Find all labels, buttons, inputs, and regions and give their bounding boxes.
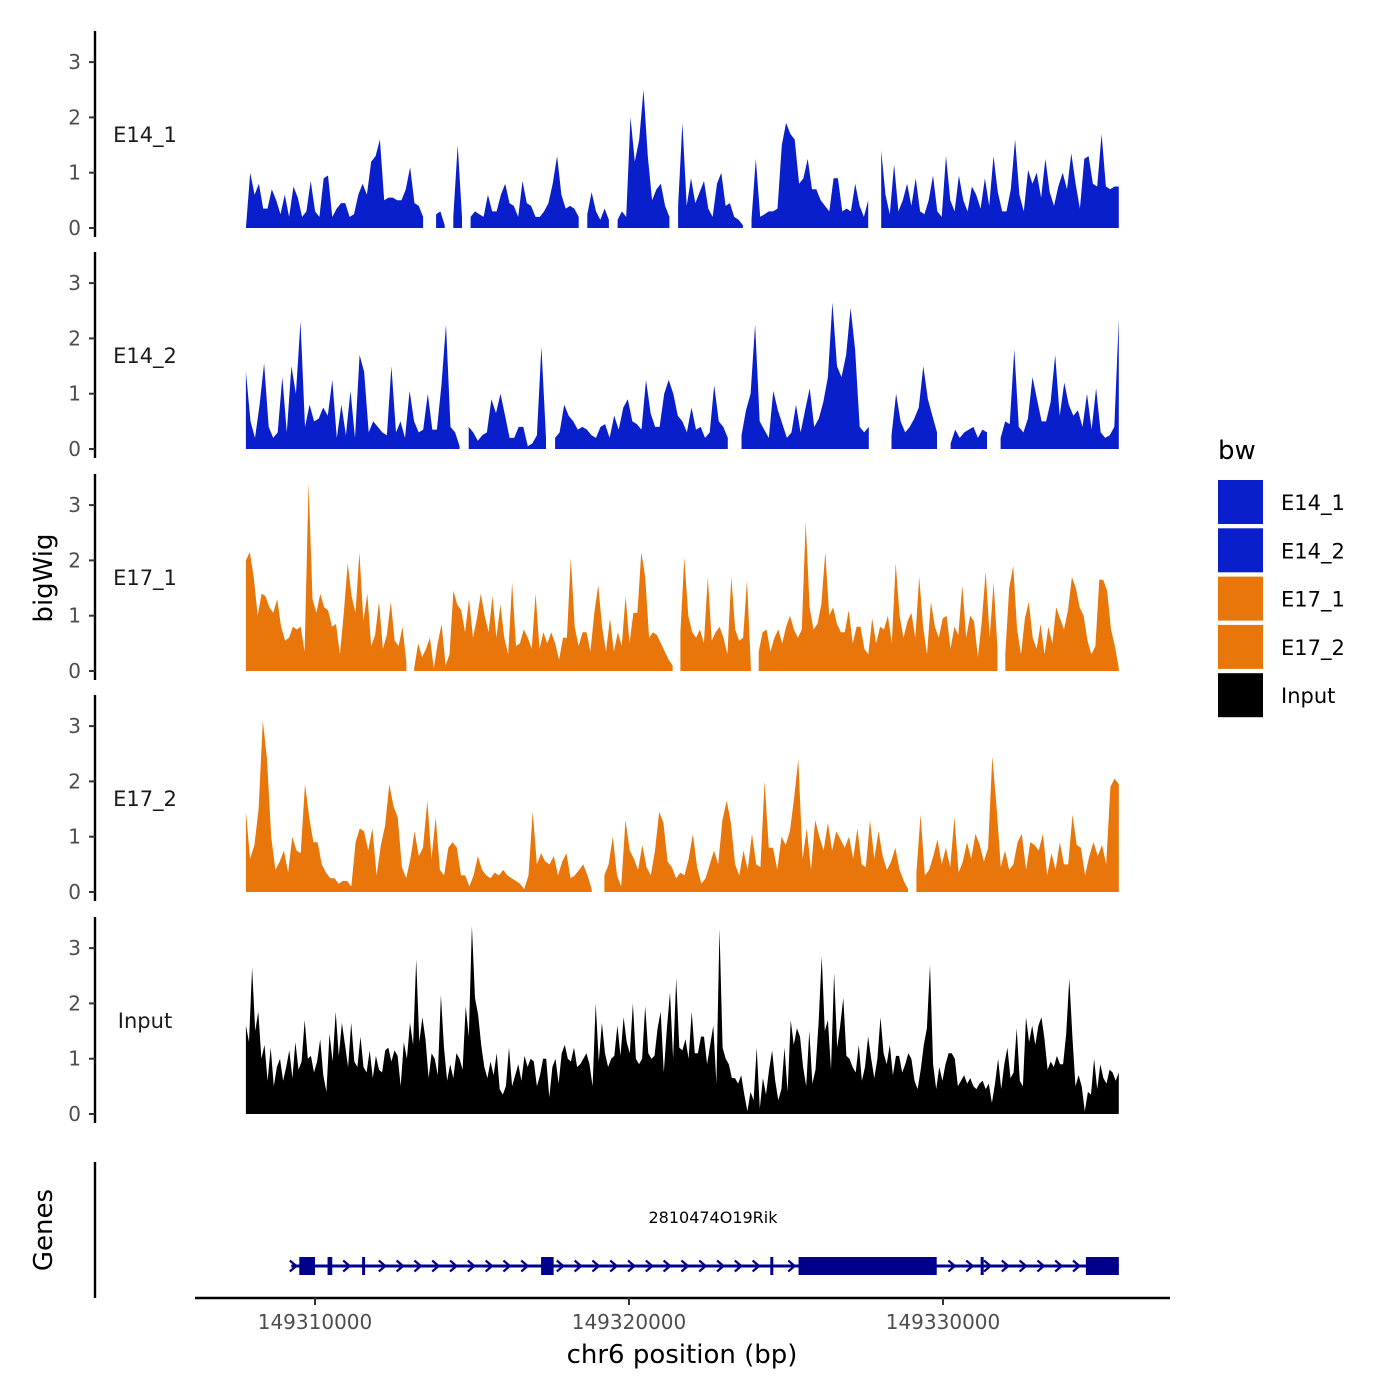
legend-swatch-E14_2	[1218, 528, 1263, 573]
x-axis-title: chr6 position (bp)	[567, 1340, 798, 1370]
track-E14_2: 0 1 2 3 E14_2	[68, 252, 1119, 461]
y-tick-label-Input-1: 1	[68, 1047, 81, 1071]
y-tick-label-E17_2-3: 3	[68, 714, 81, 738]
strand-chevron	[591, 1259, 601, 1273]
strand-chevron	[378, 1259, 388, 1273]
track-label-E17_2: E17_2	[113, 787, 177, 812]
y-tick-label-E14_2-0: 0	[68, 437, 81, 461]
y-tick-label-E14_1-3: 3	[68, 50, 81, 74]
y-tick-label-E14_2-1: 1	[68, 382, 81, 406]
strand-chevron	[484, 1259, 494, 1273]
area-E14_2	[245, 302, 1119, 449]
y-tick-label-Input-3: 3	[68, 936, 81, 960]
gene-exon-7	[980, 1257, 984, 1275]
gene-name-label: 2810474O19Rik	[648, 1208, 778, 1227]
gene-exon-6	[798, 1257, 937, 1275]
legend-swatch-E14_1	[1218, 480, 1263, 524]
track-label-E17_1: E17_1	[113, 566, 177, 591]
gene-exon-1	[299, 1257, 315, 1275]
strand-chevron	[662, 1259, 672, 1273]
strand-chevron	[431, 1259, 441, 1273]
y-tick-label-E14_2-2: 2	[68, 326, 81, 350]
strand-chevron	[449, 1259, 459, 1273]
area-Input	[245, 926, 1119, 1114]
legend-label-E14_1: E14_1	[1281, 491, 1345, 516]
strand-chevron	[342, 1259, 352, 1273]
strand-chevron	[573, 1259, 583, 1273]
gene-exon-3	[362, 1257, 366, 1275]
strand-chevron	[983, 1259, 993, 1273]
legend-swatch-E17_2	[1218, 624, 1263, 669]
strand-chevron	[947, 1259, 957, 1273]
strand-chevron	[1036, 1259, 1046, 1273]
legend-title: bw	[1218, 436, 1256, 466]
gene-exon-8	[1085, 1257, 1119, 1275]
x-axis: chr6 position (bp) 149310000 149320000 149…	[195, 1296, 1170, 1370]
y-tick-label-E14_1-2: 2	[68, 105, 81, 129]
gene-track: Genes 2810474O19Rik	[29, 1162, 1119, 1298]
strand-chevron	[698, 1259, 708, 1273]
strand-chevron	[520, 1259, 530, 1273]
gene-exon-2	[327, 1257, 333, 1275]
strand-chevron	[627, 1259, 637, 1273]
track-Input: 0 1 2 3 Input	[68, 917, 1119, 1126]
y-tick-label-E17_2-0: 0	[68, 880, 81, 904]
strand-chevron	[467, 1259, 477, 1273]
area-E17_2	[245, 720, 1119, 892]
strand-chevron	[395, 1259, 405, 1273]
track-label-E14_1: E14_1	[113, 123, 177, 148]
x-tick-label-149310000: 149310000	[258, 1310, 373, 1334]
track-E14_1: 0 1 2 3 E14_1	[68, 31, 1119, 240]
track-label-Input: Input	[118, 1009, 172, 1033]
strand-chevron	[609, 1259, 619, 1273]
y-tick-label-E14_2-3: 3	[68, 271, 81, 295]
strand-chevron	[1001, 1259, 1011, 1273]
legend-label-E17_1: E17_1	[1281, 588, 1345, 613]
strand-chevron	[1072, 1259, 1082, 1273]
y-tick-label-E14_1-1: 1	[68, 161, 81, 185]
track-E17_2: 0 1 2 3 E17_2	[68, 695, 1119, 904]
legend-label-E14_2: E14_2	[1281, 539, 1345, 564]
strand-chevron	[716, 1259, 726, 1273]
legend-swatch-E17_1	[1218, 576, 1263, 621]
legend-label-Input: Input	[1281, 684, 1335, 708]
x-tick-label-149320000: 149320000	[572, 1310, 687, 1334]
signal-tracks: 0 1 2 3 E14_1 0 1 2 3 E14_2 0 1 2 3 E17_1 0 1 2 3 E17_2 0 1 2 3…	[68, 31, 1119, 1126]
gene-exon-4	[541, 1257, 554, 1275]
strand-chevron	[751, 1259, 761, 1273]
y-tick-label-E17_1-1: 1	[68, 604, 81, 628]
strand-chevron	[289, 1259, 299, 1273]
strand-chevron	[502, 1259, 512, 1273]
strand-chevron	[413, 1259, 423, 1273]
strand-chevron	[734, 1259, 744, 1273]
area-E17_1	[245, 483, 1119, 671]
y-tick-label-E17_2-2: 2	[68, 769, 81, 793]
strand-chevron	[1054, 1259, 1064, 1273]
area-E14_1	[245, 89, 1119, 228]
y-tick-label-E17_2-1: 1	[68, 825, 81, 849]
y-tick-label-E17_1-2: 2	[68, 548, 81, 572]
strand-chevron	[787, 1259, 797, 1273]
legend-swatch-Input	[1218, 673, 1263, 718]
y-axis-title: bigWig	[29, 533, 59, 622]
track-label-E14_2: E14_2	[113, 344, 177, 369]
x-tick-label-149330000: 149330000	[886, 1310, 1001, 1334]
strand-chevron	[965, 1259, 975, 1273]
y-tick-label-Input-2: 2	[68, 991, 81, 1015]
gene-exon-5	[770, 1257, 774, 1275]
y-tick-label-E17_1-3: 3	[68, 493, 81, 517]
y-tick-label-E14_1-0: 0	[68, 216, 81, 240]
strand-chevron	[556, 1259, 566, 1273]
track-E17_1: 0 1 2 3 E17_1	[68, 474, 1119, 683]
strand-chevron	[645, 1259, 655, 1273]
gene-track-label: Genes	[29, 1189, 59, 1271]
strand-chevron	[680, 1259, 690, 1273]
y-tick-label-E17_1-0: 0	[68, 659, 81, 683]
legend-label-E17_2: E17_2	[1281, 636, 1345, 661]
y-tick-label-Input-0: 0	[68, 1102, 81, 1126]
strand-chevron	[1018, 1259, 1028, 1273]
legend: bw E14_1 E14_2 E17_1 E17_2 Input	[1218, 436, 1345, 718]
